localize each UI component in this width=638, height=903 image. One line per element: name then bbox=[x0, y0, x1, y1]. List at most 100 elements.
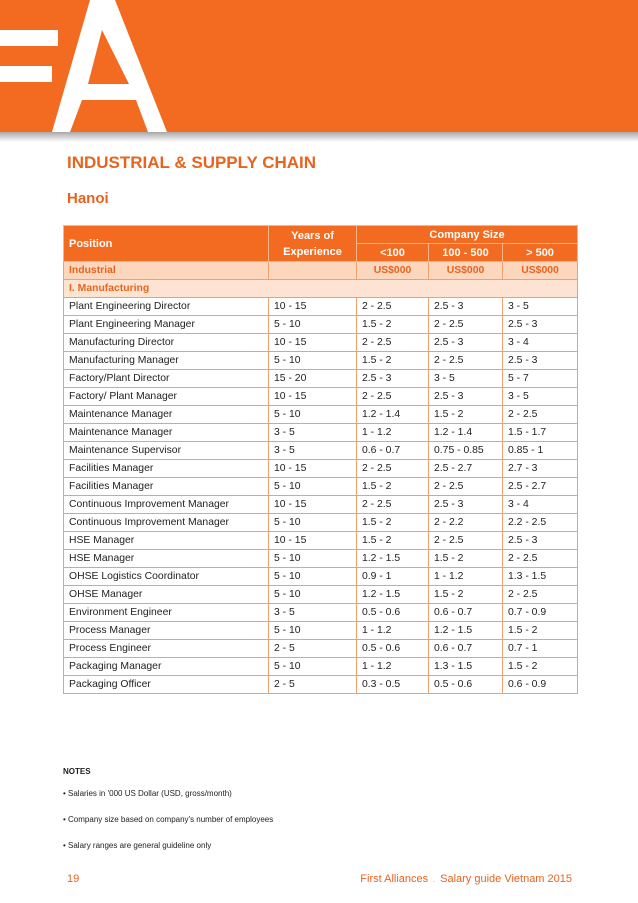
size-large-cell: 1.3 - 1.5 bbox=[501, 567, 579, 586]
years-cell: 5 - 10 bbox=[268, 567, 357, 586]
size-medium-cell: 2 - 2.2 bbox=[428, 513, 503, 532]
years-cell: 10 - 15 bbox=[268, 387, 357, 406]
years-cell: 5 - 10 bbox=[268, 315, 357, 334]
banner-shadow bbox=[0, 132, 638, 142]
page-number: 19 bbox=[67, 873, 80, 885]
size-medium-cell: 2 - 2.5 bbox=[428, 315, 503, 334]
header-years: Years of Experience bbox=[268, 225, 357, 262]
position-cell: Facilities Manager bbox=[63, 459, 269, 478]
size-medium-cell: 1.5 - 2 bbox=[428, 549, 503, 568]
size-small-cell: 0.9 - 1 bbox=[356, 567, 429, 586]
size-large-cell: 2.5 - 2.7 bbox=[501, 477, 579, 496]
size-large-cell: 2 - 2.5 bbox=[501, 549, 579, 568]
size-large-cell: 1.5 - 2 bbox=[501, 621, 579, 640]
years-cell: 10 - 15 bbox=[268, 495, 357, 514]
size-medium-cell: 0.5 - 0.6 bbox=[428, 675, 503, 694]
position-cell: Plant Engineering Director bbox=[63, 297, 269, 316]
size-large-cell: 2.2 - 2.5 bbox=[501, 513, 579, 532]
section-row: Industrial US$000 US$000 US$000 bbox=[63, 261, 579, 280]
size-large-cell: 3 - 4 bbox=[501, 495, 579, 514]
unit-small: US$000 bbox=[356, 261, 429, 280]
years-cell: 3 - 5 bbox=[268, 423, 357, 442]
size-medium-cell: 1.2 - 1.5 bbox=[428, 621, 503, 640]
position-cell: OHSE Logistics Coordinator bbox=[63, 567, 269, 586]
header-size-small: <100 bbox=[356, 243, 429, 262]
footer-guide-title: Salary guide Vietnam 2015 bbox=[440, 873, 572, 885]
footer-brand-name: First Alliances bbox=[360, 873, 429, 885]
size-medium-cell: 2.5 - 3 bbox=[428, 387, 503, 406]
subsection-label: I. Manufacturing bbox=[62, 279, 579, 298]
position-cell: Factory/ Plant Manager bbox=[63, 387, 269, 406]
subsection-row: I. Manufacturing bbox=[62, 279, 579, 298]
size-medium-cell: 1.3 - 1.5 bbox=[428, 657, 503, 676]
footer-brand: First Alliances. Salary guide Vietnam 201… bbox=[360, 873, 572, 885]
notes: NOTES • Salaries in '000 US Dollar (USD,… bbox=[63, 767, 273, 867]
page-title: INDUSTRIAL & SUPPLY CHAIN bbox=[67, 153, 317, 172]
years-cell: 5 - 10 bbox=[268, 405, 357, 424]
size-small-cell: 0.3 - 0.5 bbox=[356, 675, 429, 694]
years-cell: 3 - 5 bbox=[268, 603, 357, 622]
size-small-cell: 1 - 1.2 bbox=[356, 423, 429, 442]
position-cell: OHSE Manager bbox=[63, 585, 269, 604]
table-row: Process Engineer 2 - 5 0.5 - 0.6 0.6 - 0.7 0… bbox=[63, 639, 579, 658]
position-cell: Environment Engineer bbox=[63, 603, 269, 622]
size-medium-cell: 3 - 5 bbox=[428, 369, 503, 388]
position-cell: Maintenance Manager bbox=[63, 423, 269, 442]
size-large-cell: 3 - 5 bbox=[501, 297, 579, 316]
size-large-cell: 5 - 7 bbox=[501, 369, 579, 388]
years-cell: 5 - 10 bbox=[268, 657, 357, 676]
size-small-cell: 1 - 1.2 bbox=[356, 657, 429, 676]
size-small-cell: 1.2 - 1.5 bbox=[356, 549, 429, 568]
header-size-large: > 500 bbox=[501, 243, 579, 262]
position-cell: Maintenance Supervisor bbox=[63, 441, 269, 460]
size-medium-cell: 0.75 - 0.85 bbox=[428, 441, 503, 460]
size-large-cell: 3 - 5 bbox=[501, 387, 579, 406]
years-cell: 10 - 15 bbox=[268, 459, 357, 478]
note-item: • Company size based on company's number… bbox=[63, 815, 274, 824]
years-cell: 5 - 10 bbox=[268, 621, 357, 640]
note-item: • Salaries in '000 US Dollar (USD, gross… bbox=[63, 789, 232, 798]
size-small-cell: 2.5 - 3 bbox=[356, 369, 429, 388]
size-small-cell: 0.5 - 0.6 bbox=[356, 639, 429, 658]
size-small-cell: 1.5 - 2 bbox=[356, 315, 429, 334]
header-size-medium: 100 - 500 bbox=[428, 243, 503, 262]
size-large-cell: 2 - 2.5 bbox=[501, 585, 579, 604]
size-medium-cell: 1.5 - 2 bbox=[428, 405, 503, 424]
header-company-size: Company Size bbox=[355, 225, 579, 244]
size-small-cell: 1.5 - 2 bbox=[356, 351, 429, 370]
size-large-cell: 2.5 - 3 bbox=[501, 315, 579, 334]
header-position: Position bbox=[63, 225, 269, 262]
years-cell: 5 - 10 bbox=[268, 585, 357, 604]
table-row: Environment Engineer 3 - 5 0.5 - 0.6 0.6 - … bbox=[63, 603, 579, 622]
table-row: Continuous Improvement Manager 10 - 15 2 -… bbox=[63, 495, 579, 514]
size-large-cell: 0.6 - 0.9 bbox=[501, 675, 579, 694]
size-small-cell: 2 - 2.5 bbox=[356, 333, 429, 352]
years-cell: 10 - 15 bbox=[268, 531, 357, 550]
years-cell: 2 - 5 bbox=[268, 675, 357, 694]
table-row: Packaging Officer 2 - 5 0.3 - 0.5 0.5 - 0.6… bbox=[63, 675, 579, 694]
size-medium-cell: 0.6 - 0.7 bbox=[428, 639, 503, 658]
size-large-cell: 1.5 - 1.7 bbox=[501, 423, 579, 442]
size-large-cell: 2.7 - 3 bbox=[501, 459, 579, 478]
size-large-cell: 1.5 - 2 bbox=[501, 657, 579, 676]
footer-separator: . bbox=[433, 877, 436, 884]
table-row: Process Manager 5 - 10 1 - 1.2 1.2 - 1.5 1.5… bbox=[63, 621, 579, 640]
position-cell: Plant Engineering Manager bbox=[63, 315, 269, 334]
size-medium-cell: 2.5 - 2.7 bbox=[428, 459, 503, 478]
years-cell: 5 - 10 bbox=[268, 549, 357, 568]
years-cell: 5 - 10 bbox=[268, 477, 357, 496]
size-large-cell: 2.5 - 3 bbox=[501, 351, 579, 370]
years-cell: 5 - 10 bbox=[268, 513, 357, 532]
size-small-cell: 1.5 - 2 bbox=[356, 477, 429, 496]
note-item: • Salary ranges are general guideline on… bbox=[63, 841, 212, 850]
table-row: Factory/ Plant Manager 10 - 15 2 - 2.5 2.5 … bbox=[63, 387, 579, 406]
size-medium-cell: 1.5 - 2 bbox=[428, 585, 503, 604]
size-small-cell: 0.5 - 0.6 bbox=[356, 603, 429, 622]
header-banner bbox=[0, 0, 638, 132]
